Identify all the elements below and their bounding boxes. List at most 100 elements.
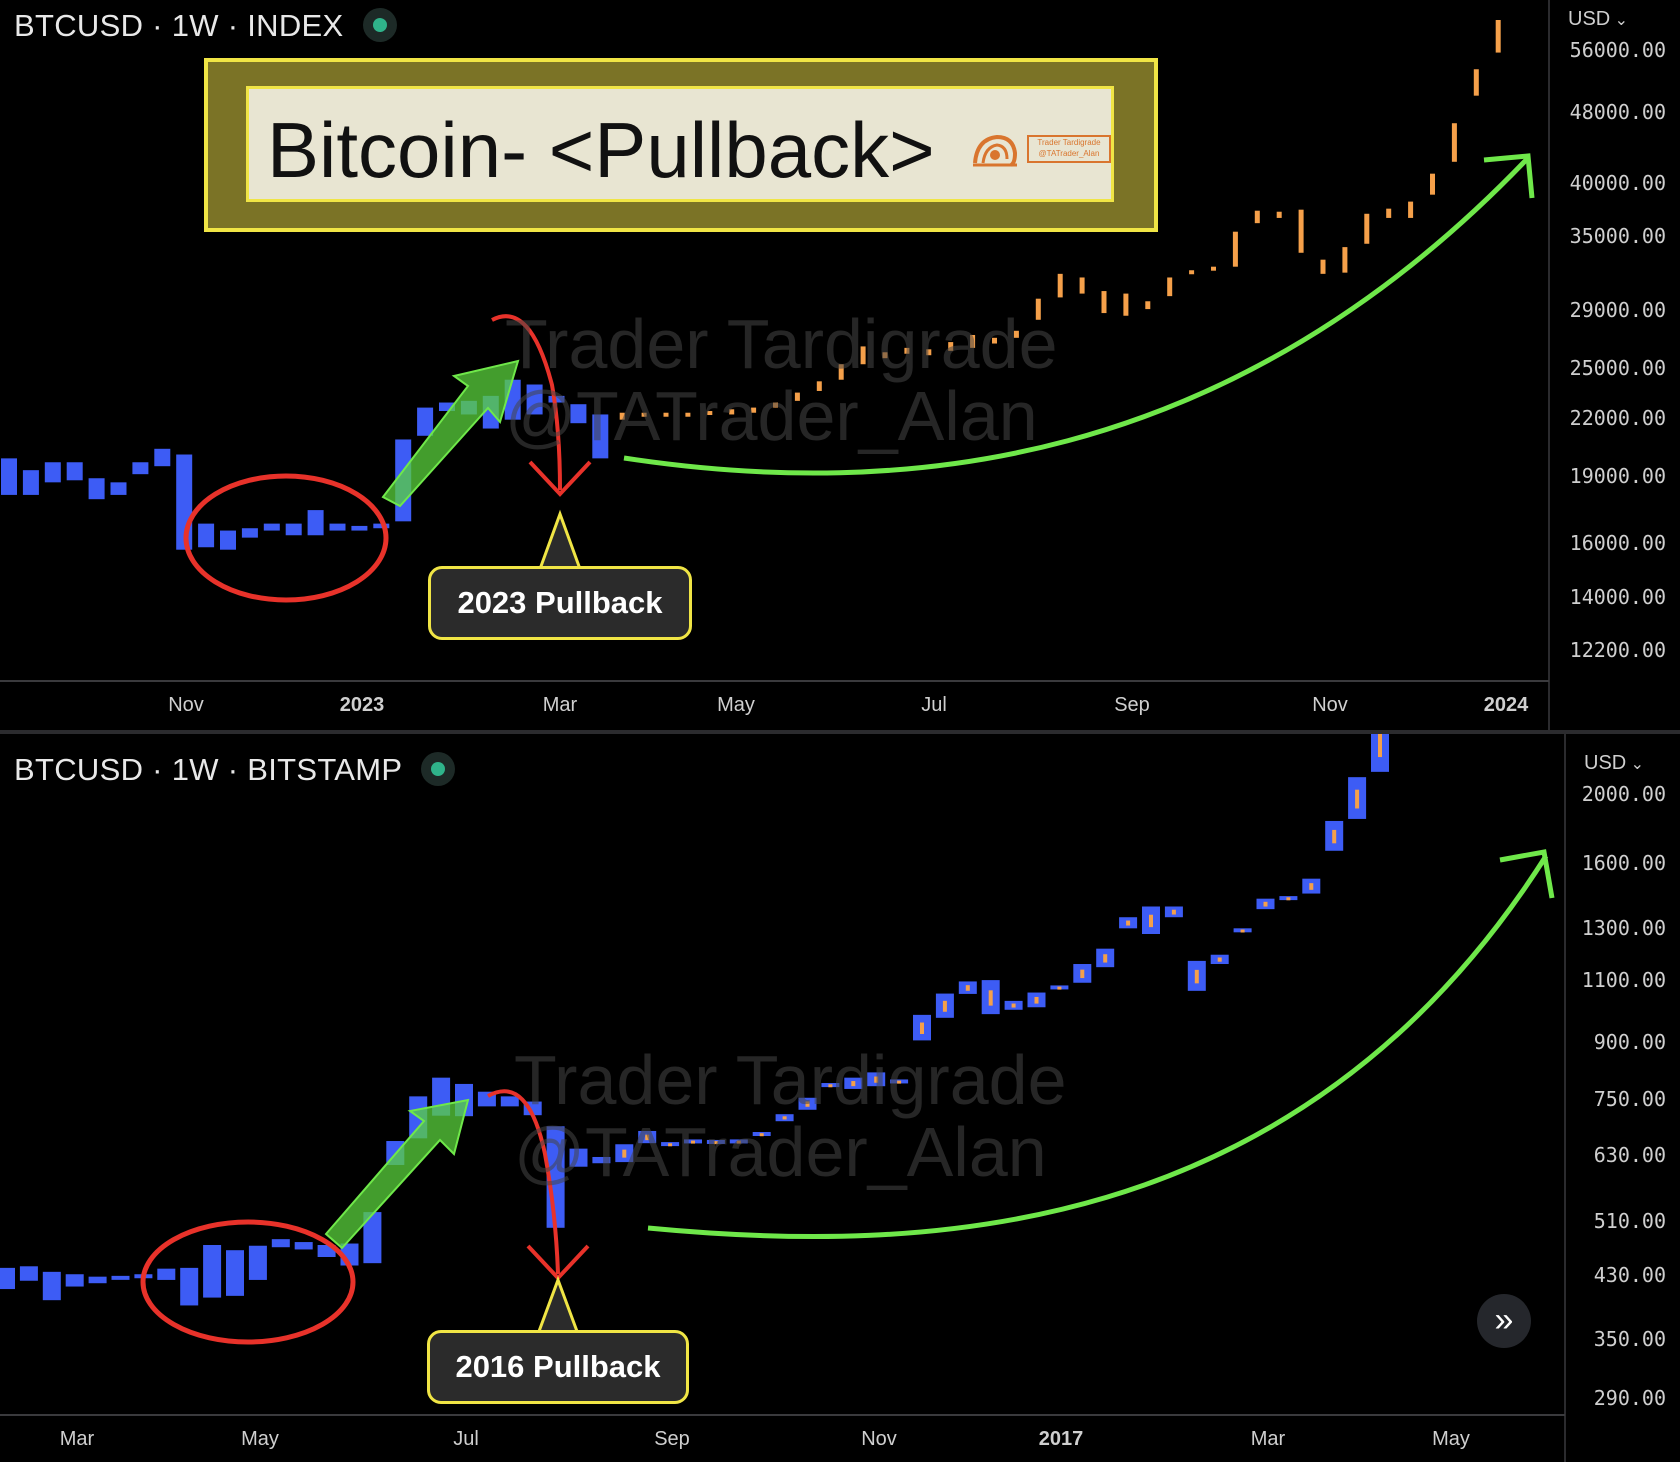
bottom-candle-wick [1080, 969, 1085, 979]
top-projection-candle [1320, 259, 1326, 274]
bottom-symbol-label: BTCUSD · 1W · BITSTAMP [14, 752, 403, 787]
bottom-candle-wick [920, 1022, 924, 1035]
bottom-candle-wick [1194, 969, 1199, 984]
top-projection-candle [1408, 201, 1414, 218]
top-projection-candle [663, 412, 669, 417]
top-currency-dropdown[interactable]: USD [1568, 8, 1628, 31]
title-banner-inner: Bitcoin- <Pullback> Trader Tardigrade @T… [246, 86, 1114, 202]
top-chart-panel[interactable]: BTCUSD · 1W · INDEX USD Trader Tardigrad… [0, 0, 1680, 730]
top-projection-candle [838, 364, 844, 380]
top-projection-candle [1123, 293, 1129, 316]
top-candle [44, 462, 61, 483]
top-time-tick: Mar [542, 694, 578, 716]
top-time-tick: May [717, 694, 755, 716]
top-candle [307, 510, 324, 536]
top-projection-candle [773, 402, 778, 408]
top-projection-candle [1430, 173, 1435, 195]
top-projection-candle [1473, 69, 1479, 96]
top-projection-candle [970, 334, 976, 348]
banner-title: Bitcoin- <Pullback> [267, 106, 935, 194]
bottom-candle-wick [645, 1134, 650, 1141]
bottom-time-tick: Mar [1250, 1428, 1286, 1450]
top-price-tick: 25000.00 [1569, 356, 1666, 380]
bottom-price-tick: 750.00 [1593, 1087, 1666, 1111]
top-projection-candle [948, 342, 954, 351]
bottom-candle-wick [1309, 883, 1314, 890]
bottom-candle-wick [1034, 996, 1039, 1004]
bottom-green-arrowhead [1499, 849, 1555, 899]
top-candle [439, 402, 455, 412]
top-projection-candle [1145, 301, 1151, 310]
bottom-market-status-icon [421, 752, 455, 786]
top-projection-candle [1276, 211, 1282, 218]
top-candle [285, 523, 302, 536]
top-candle [88, 478, 105, 500]
bottom-candle [271, 1239, 290, 1248]
top-projection-candle [729, 409, 735, 415]
top-candle [329, 523, 346, 531]
logo-line2: @TATrader_Alan [1038, 149, 1100, 158]
bottom-candle-wick [782, 1116, 787, 1120]
bottom-watermark-line2: @TATrader_Alan [514, 1113, 1047, 1191]
top-candle [110, 482, 127, 495]
bottom-callout-2016-pullback: 2016 Pullback [427, 1330, 689, 1404]
bottom-currency-dropdown[interactable]: USD [1584, 752, 1644, 775]
top-price-tick: 48000.00 [1569, 100, 1666, 124]
top-projection-candle [816, 381, 822, 391]
bottom-candle [180, 1267, 199, 1306]
top-projection-candle [992, 337, 997, 344]
bottom-candle-wick [1011, 1003, 1016, 1008]
bottom-price-tick: 900.00 [1593, 1030, 1666, 1054]
bottom-price-tick: 630.00 [1593, 1143, 1666, 1167]
top-projection-candle [904, 347, 910, 354]
bottom-candle-wick [736, 1140, 741, 1144]
bottom-candle-wick [988, 990, 993, 1006]
top-projection-candle [751, 407, 757, 413]
bottom-candle-wick [1149, 914, 1153, 928]
top-projection-candle [685, 412, 691, 417]
top-projection-candle [1386, 208, 1392, 218]
bottom-candle [294, 1242, 313, 1250]
bottom-candle [500, 1096, 519, 1107]
bottom-candle [248, 1245, 267, 1280]
top-candle [241, 528, 258, 538]
top-price-tick: 16000.00 [1569, 531, 1666, 555]
top-green-arrowhead [1483, 153, 1535, 199]
bottom-chart-panel[interactable]: BTCUSD · 1W · BITSTAMP USD Trader Tardig… [0, 734, 1680, 1462]
bottom-candle [363, 1212, 382, 1264]
bottom-candle-wick [851, 1081, 856, 1087]
bottom-candle-wick [1126, 920, 1131, 926]
top-projection-candle [860, 346, 866, 365]
top-red-down-arrow [491, 314, 562, 491]
bottom-price-tick: 430.00 [1593, 1263, 1666, 1287]
logo-badge: Trader Tardigrade @TATrader_Alan [1027, 135, 1111, 163]
panel-divider[interactable] [0, 730, 1680, 734]
scroll-to-realtime-button[interactable]: » [1477, 1294, 1531, 1348]
bottom-candle-wick [1217, 957, 1222, 962]
bottom-chart-canvas[interactable] [0, 734, 1680, 1462]
bottom-candle-wick [805, 1101, 810, 1107]
bottom-watermark-line1: Trader Tardigrade [514, 1041, 1067, 1119]
bottom-candle-wick [1263, 901, 1268, 907]
top-candle [526, 384, 543, 415]
bottom-candle [226, 1250, 244, 1296]
top-projection-candle [882, 352, 888, 359]
top-candle [198, 523, 215, 548]
bottom-price-tick: 350.00 [1593, 1327, 1666, 1351]
top-candle [1, 458, 17, 495]
bottom-time-tick: Jul [453, 1428, 479, 1450]
bottom-candle [157, 1268, 176, 1280]
bottom-price-tick: 290.00 [1593, 1386, 1666, 1410]
top-time-tick: Nov [168, 694, 204, 716]
top-projection-candle [1079, 277, 1085, 294]
top-price-tick: 12200.00 [1569, 638, 1666, 662]
top-chart-canvas[interactable] [0, 0, 1680, 730]
top-price-tick: 14000.00 [1569, 585, 1666, 609]
top-candle [570, 404, 587, 424]
top-price-tick: 56000.00 [1569, 38, 1666, 62]
top-symbol-label: BTCUSD · 1W · INDEX [14, 8, 344, 43]
top-candle [66, 462, 83, 481]
bottom-candle-wick [874, 1076, 879, 1083]
bottom-candle-wick [1378, 734, 1382, 758]
bottom-price-tick: 1600.00 [1581, 851, 1666, 875]
